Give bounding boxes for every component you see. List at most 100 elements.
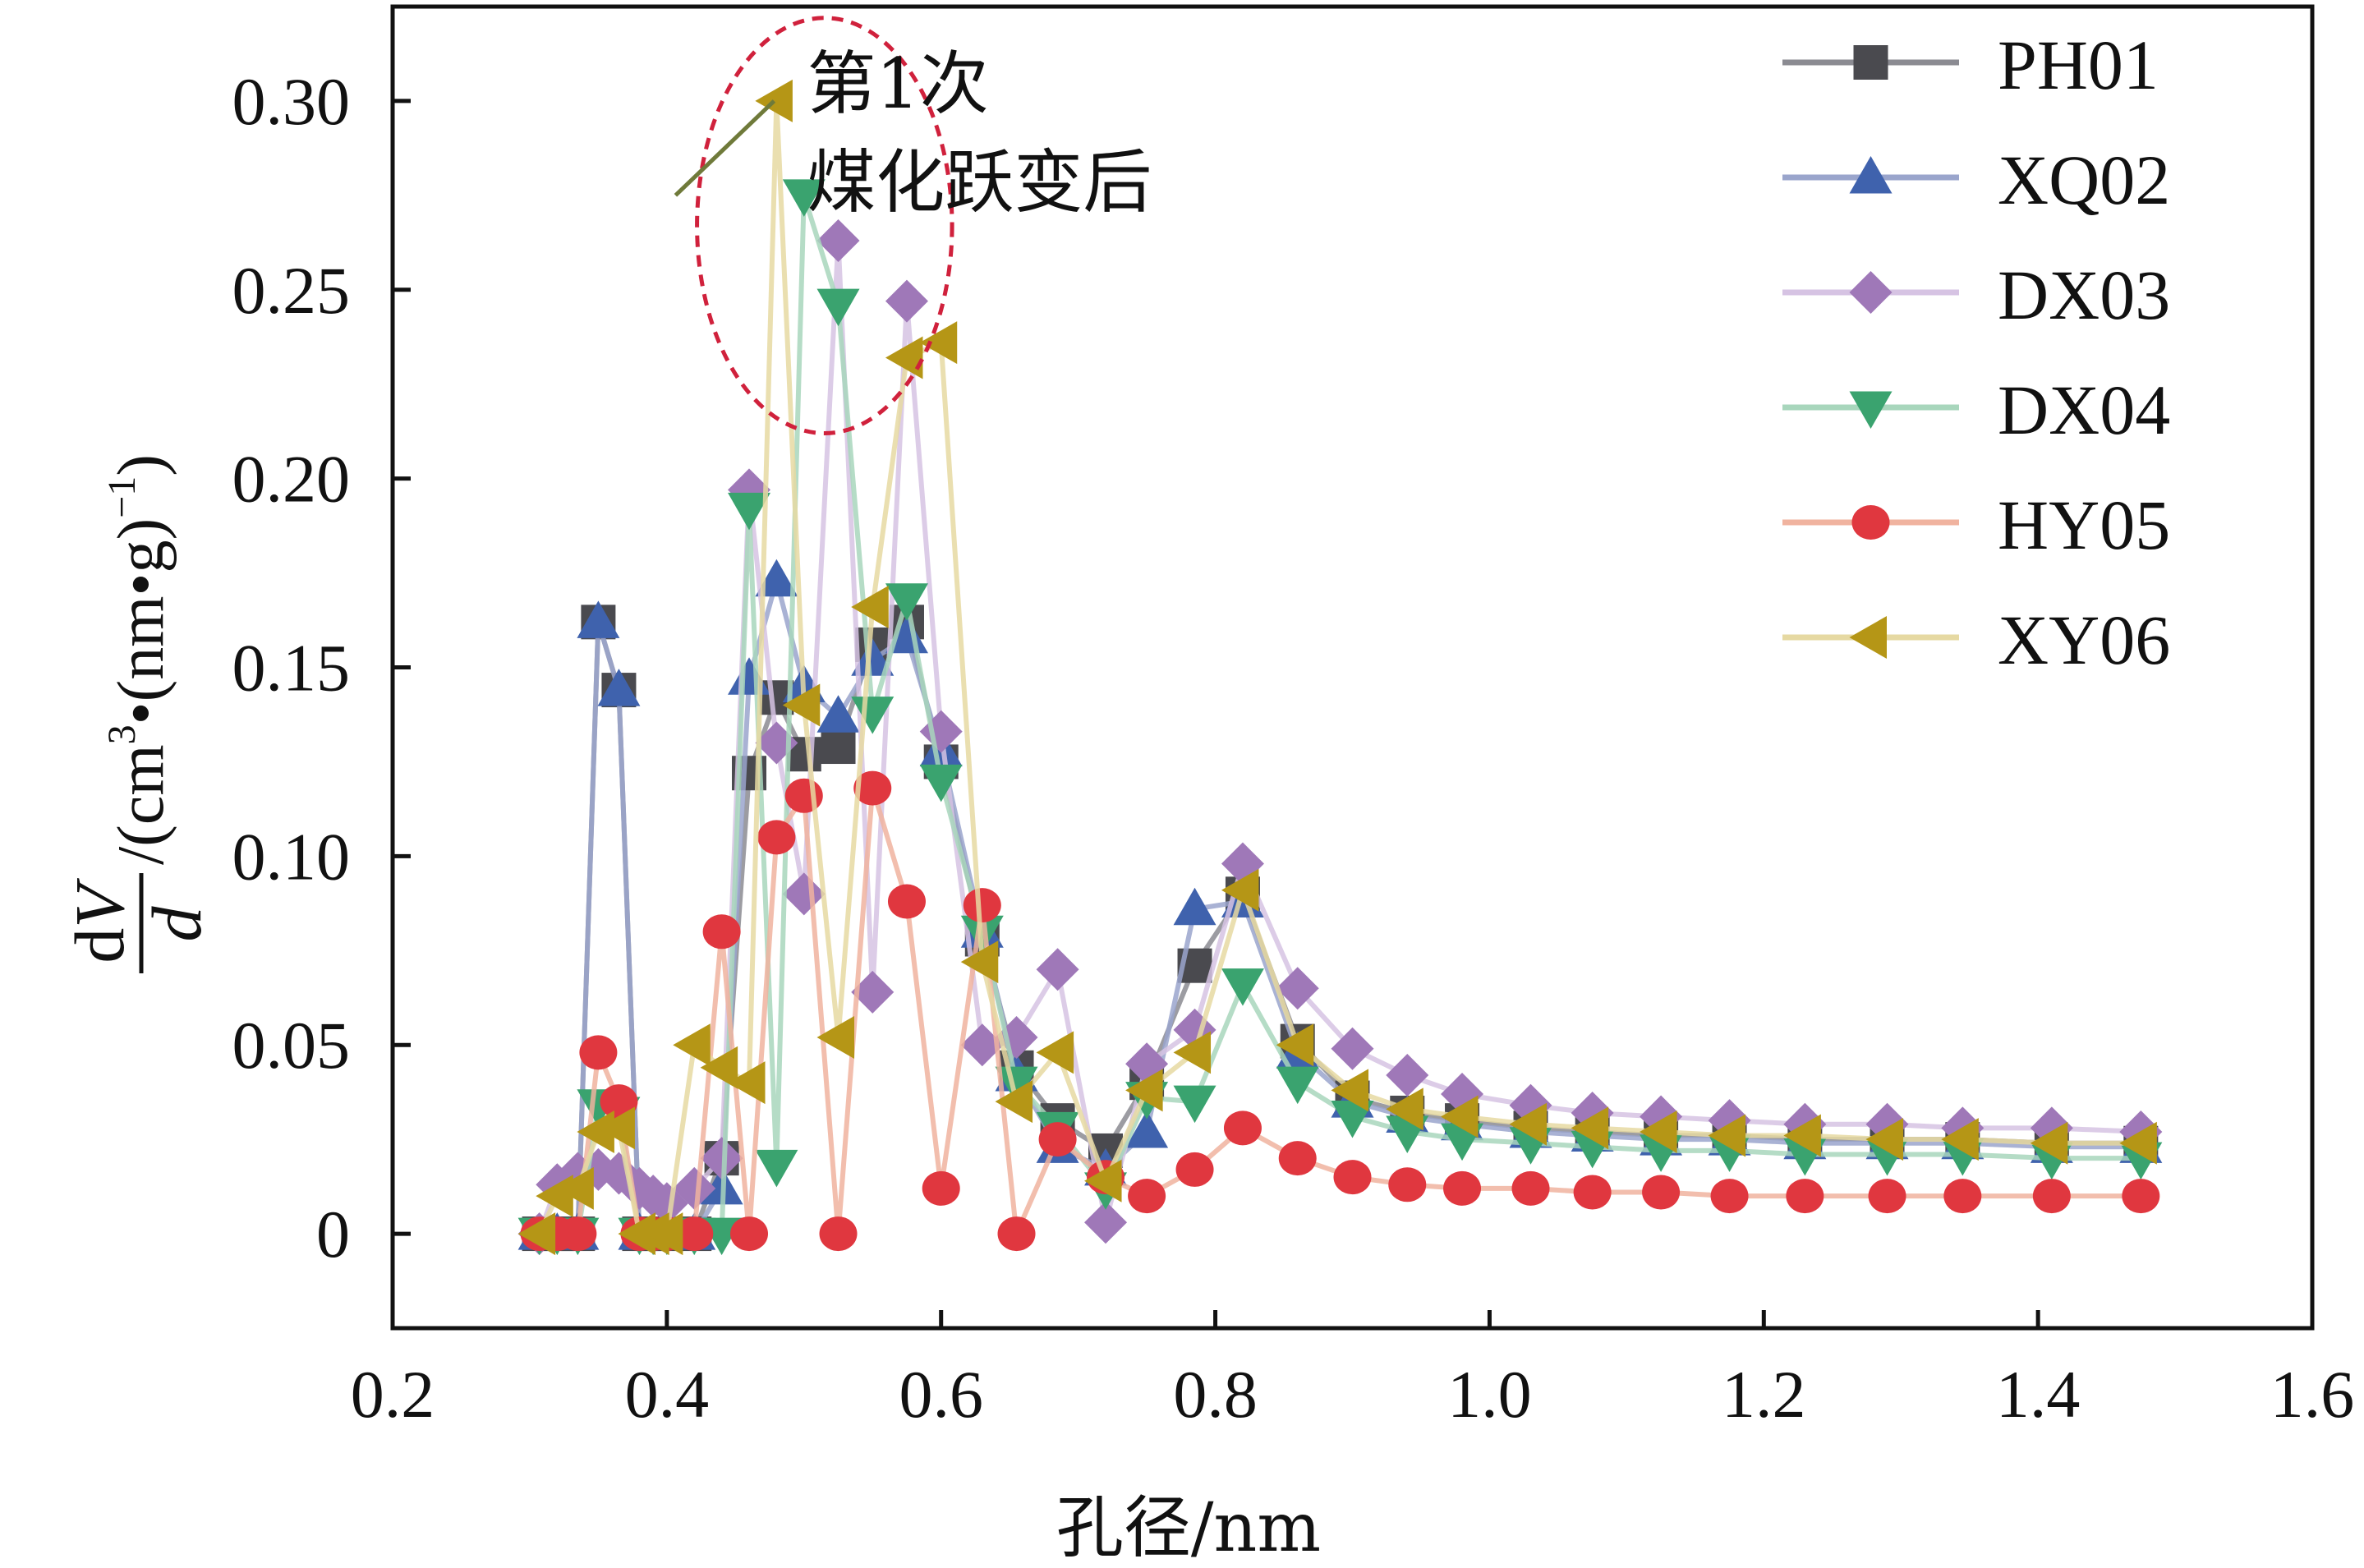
annotation-ellipse <box>695 16 954 435</box>
x-tick-label: 1.2 <box>1722 1357 1806 1432</box>
y-axis-title-units-sup2: −1 <box>100 476 144 518</box>
data-point-dx04 <box>995 1066 1038 1105</box>
data-point-dx03 <box>851 970 895 1014</box>
x-tick-label: 0.4 <box>625 1357 710 1432</box>
annotation-text-line: 第1次 <box>807 44 988 124</box>
data-point-hy05 <box>1868 1179 1906 1214</box>
data-point-xy06 <box>1125 1069 1163 1112</box>
y-axis-title-units-a: /(cm <box>105 744 177 865</box>
data-point-hy05 <box>853 770 892 806</box>
data-point-xy06 <box>1036 1031 1074 1074</box>
x-axis-title: 孔径/nm <box>1056 1489 1321 1567</box>
data-point-xq02 <box>597 669 641 706</box>
data-point-dx03 <box>700 1137 743 1180</box>
data-point-hy05 <box>784 778 823 813</box>
data-point-dx04 <box>1221 968 1264 1006</box>
y-tick-label: 0.30 <box>232 64 351 139</box>
data-point-xy06 <box>1783 1114 1821 1157</box>
data-point-hy05 <box>1511 1170 1550 1206</box>
series-xy06 <box>517 79 2157 1256</box>
y-tick-label: 0 <box>316 1197 350 1271</box>
data-point-dx04 <box>728 492 771 531</box>
data-point-dx03 <box>816 219 860 263</box>
data-point-hy05 <box>1710 1179 1749 1214</box>
data-point-xy06 <box>1331 1069 1368 1112</box>
data-point-dx04 <box>885 583 928 621</box>
data-point-xy06 <box>851 585 889 628</box>
data-point-xq02 <box>1173 887 1216 926</box>
legend-item-xq02: XQ02 <box>1782 140 2170 219</box>
data-point-ph01 <box>821 729 856 765</box>
legend-label: DX03 <box>1998 255 2170 334</box>
data-point-hy05 <box>887 884 926 919</box>
data-point-xy06 <box>700 1046 738 1089</box>
y-axis-title-units-sup1: 3 <box>100 724 144 744</box>
data-point-hy05 <box>1175 1152 1214 1187</box>
y-axis-title: dV d /(cm3•(nm•g)−1) <box>60 454 216 973</box>
data-point-xq02 <box>577 600 620 638</box>
y-tick-label: 0.05 <box>232 1008 351 1083</box>
data-point-hy05 <box>1128 1179 1166 1214</box>
data-point-hy05 <box>1388 1167 1427 1202</box>
y-axis-title-units: /(cm3•(nm•g)−1) <box>100 454 177 865</box>
data-point-hy05 <box>730 1216 769 1252</box>
data-point-xq02 <box>816 695 860 733</box>
legend-item-ph01: PH01 <box>1782 25 2159 104</box>
data-point-dx04 <box>1276 1066 1319 1105</box>
y-axis-title-numerator-d: d <box>60 928 139 963</box>
data-point-xq02 <box>755 559 798 597</box>
data-point-xy06 <box>919 321 958 365</box>
legend-item-hy05: HY05 <box>1782 485 2170 564</box>
data-point-xy06 <box>597 1106 635 1150</box>
data-point-xy06 <box>517 1212 556 1256</box>
legend-item-dx04: DX04 <box>1782 370 2170 449</box>
data-point-dx04 <box>1173 1085 1216 1124</box>
data-point-xy06 <box>1441 1095 1479 1138</box>
data-point-dx04 <box>851 697 895 734</box>
data-point-dx04 <box>919 764 963 802</box>
data-point-dx03 <box>1331 1027 1374 1070</box>
data-point-xy06 <box>673 1023 711 1067</box>
data-point-hy05 <box>559 1216 597 1252</box>
data-point-hy05 <box>963 888 1001 923</box>
legend: PH01 XQ02 DX03 DX04 HY05 XY06 <box>1782 25 2170 679</box>
data-point-dx04 <box>782 179 826 217</box>
data-point-hy05 <box>579 1035 618 1070</box>
data-point-hy05 <box>1038 1122 1077 1157</box>
data-point-hy05 <box>2032 1179 2071 1214</box>
data-point-hy05 <box>819 1216 858 1252</box>
data-point-hy05 <box>1786 1179 1824 1214</box>
data-point-dx03 <box>960 1023 1004 1067</box>
legend-swatch-marker <box>1851 505 1890 540</box>
data-point-xy06 <box>728 1061 766 1105</box>
data-point-xy06 <box>577 1110 614 1153</box>
legend-label: DX04 <box>1998 370 2170 449</box>
data-point-dx03 <box>1276 967 1319 1010</box>
x-tick-label: 1.0 <box>1447 1357 1532 1432</box>
data-point-hy05 <box>1573 1175 1612 1210</box>
legend-label: XQ02 <box>1998 140 2170 219</box>
data-point-xy06 <box>1708 1114 1746 1157</box>
data-point-xy06 <box>782 683 821 727</box>
x-tick-label: 0.2 <box>351 1357 435 1432</box>
data-point-xy06 <box>2030 1121 2068 1165</box>
legend-swatch-marker <box>1849 271 1893 314</box>
data-point-xy06 <box>1509 1102 1548 1146</box>
axis-layer: 0.2 0.4 0.6 0.8 1.0 1.2 1.4 1.6 0 0.05 0.10 0.15 0.2… <box>232 64 2355 1432</box>
data-point-xy06 <box>1173 1031 1212 1074</box>
data-point-xy06 <box>1865 1118 1904 1161</box>
legend-swatch-marker <box>1849 391 1893 429</box>
y-axis-title-numerator-v: V <box>60 878 139 928</box>
data-point-dx03 <box>1036 948 1079 991</box>
data-point-hy05 <box>600 1084 638 1120</box>
y-tick-label: 0.10 <box>232 819 351 894</box>
data-point-hy05 <box>1333 1160 1372 1195</box>
data-point-xq02 <box>1125 1110 1169 1148</box>
legend-swatch-marker <box>1849 616 1887 659</box>
legend-label: XY06 <box>1998 600 2170 679</box>
data-point-hy05 <box>702 914 741 950</box>
data-point-hy05 <box>922 1170 960 1206</box>
